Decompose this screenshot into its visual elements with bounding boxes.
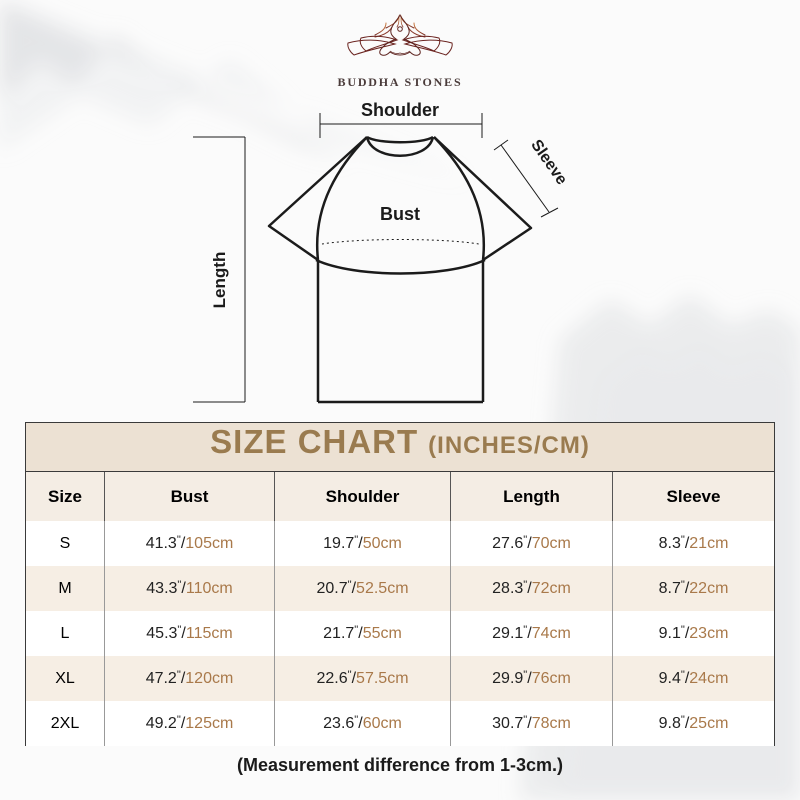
svg-text:Sleeve: Sleeve — [527, 137, 570, 188]
svg-text:Bust: Bust — [380, 204, 420, 224]
svg-text:Shoulder: Shoulder — [361, 100, 439, 120]
svg-text:Length: Length — [210, 252, 229, 309]
